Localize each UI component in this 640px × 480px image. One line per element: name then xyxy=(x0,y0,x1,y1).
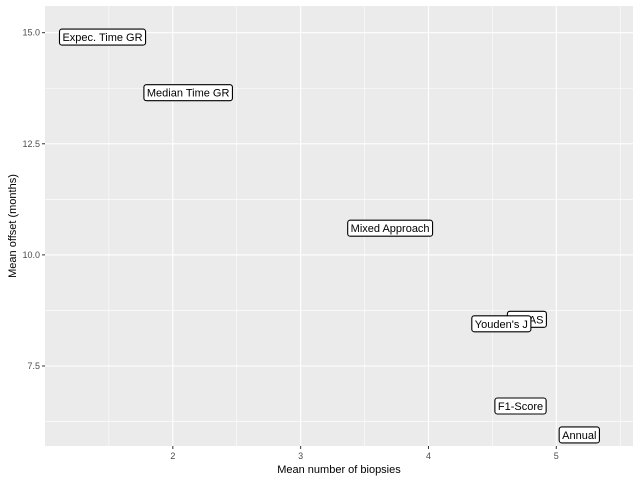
y-axis-title: Mean offset (months) xyxy=(7,174,19,278)
point-label-text: Expec. Time GR xyxy=(62,32,142,44)
point-label-text: Median Time GR xyxy=(147,88,230,100)
y-tick-label: 10.0 xyxy=(22,250,40,260)
point-label: Median Time GR xyxy=(143,84,233,102)
point-label-box xyxy=(471,315,532,333)
point-label-box xyxy=(58,28,147,46)
x-tick-label: 5 xyxy=(554,451,559,461)
point-label-text: Youden's J xyxy=(475,319,528,331)
point-label-box xyxy=(558,426,600,444)
grid-major xyxy=(45,6,633,446)
point-label-text: Mixed Approach xyxy=(351,223,430,235)
point-label: F1-Score xyxy=(494,397,547,415)
plot-panel xyxy=(45,6,633,446)
point-label: Mixed Approach xyxy=(347,219,434,237)
point-label: Annual xyxy=(558,426,600,444)
point-label-text: F1-Score xyxy=(498,401,543,413)
grid-minor xyxy=(45,6,633,446)
point-label-box xyxy=(143,84,233,102)
y-tick-label: 15.0 xyxy=(22,28,40,38)
point-label-box xyxy=(347,219,434,237)
x-axis-title: Mean number of biopsies xyxy=(277,464,401,476)
point-label: Youden's J xyxy=(471,315,532,333)
point-labels: Expec. Time GR Median Time GR Mixed Approa… xyxy=(58,28,600,444)
x-tick-label: 2 xyxy=(170,451,175,461)
point-label: Expec. Time GR xyxy=(58,28,147,46)
x-tick-label: 3 xyxy=(298,451,303,461)
point-label-text: Annual xyxy=(562,430,596,442)
x-tick-label: 4 xyxy=(426,451,431,461)
point-label-box xyxy=(494,397,547,415)
axis-ticks: 2 3 4 5 7.5 10.0 12.5 15.0 xyxy=(22,28,558,461)
y-tick-label: 12.5 xyxy=(22,139,40,149)
y-tick-label: 7.5 xyxy=(27,361,40,371)
